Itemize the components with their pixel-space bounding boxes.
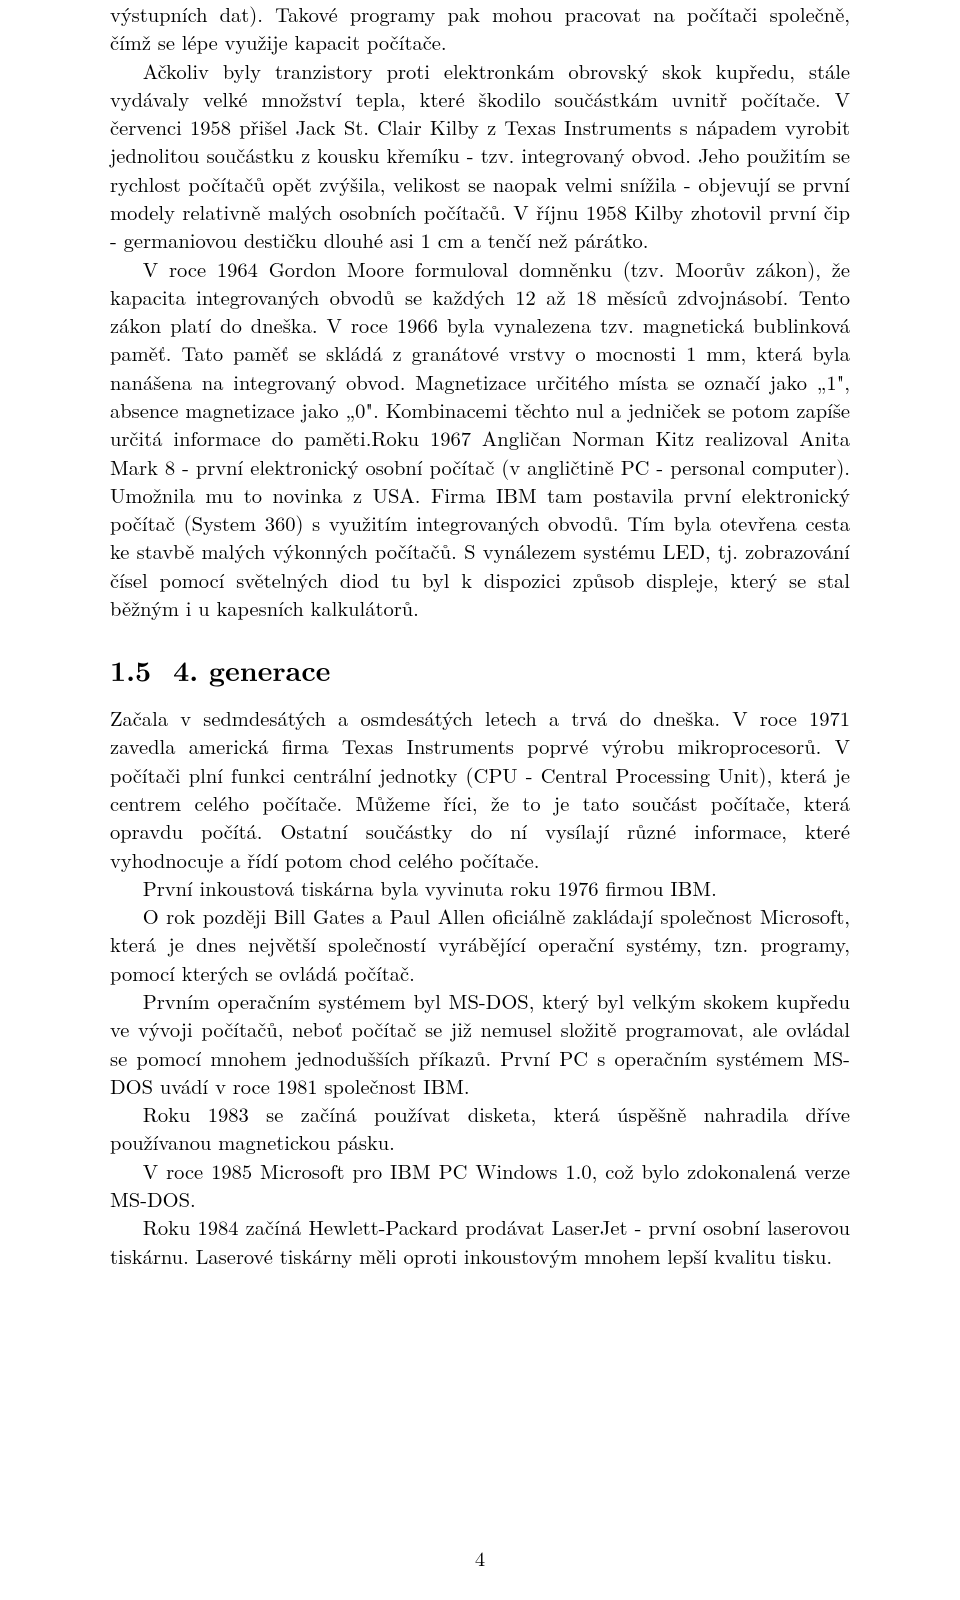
body-paragraph: Ačkoliv byly tranzistory proti elektronk… (110, 57, 850, 255)
body-paragraph: Roku 1984 začíná Hewlett-Packard prodáva… (110, 1213, 850, 1270)
body-paragraph: O rok později Bill Gates a Paul Allen of… (110, 902, 850, 987)
section-title: 4. generace (173, 650, 330, 690)
section-heading: 1.5 4. generace (110, 650, 850, 690)
document-page: výstupních dat). Takové programy pak moh… (0, 0, 960, 1600)
body-paragraph: Roku 1983 se začíná používat disketa, kt… (110, 1100, 850, 1157)
body-paragraph: Začala v sedmdesátých a osmdesátých lete… (110, 704, 850, 874)
body-paragraph: výstupních dat). Takové programy pak moh… (110, 0, 850, 57)
body-paragraph: První inkoustová tiskárna byla vyvinuta … (110, 874, 850, 902)
body-paragraph: Prvním operačním systémem byl MS-DOS, kt… (110, 987, 850, 1100)
body-paragraph: V roce 1985 Microsoft pro IBM PC Windows… (110, 1157, 850, 1214)
body-paragraph: V roce 1964 Gordon Moore formuloval domn… (110, 255, 850, 623)
section-number: 1.5 (110, 650, 151, 690)
page-number: 4 (110, 1543, 850, 1572)
